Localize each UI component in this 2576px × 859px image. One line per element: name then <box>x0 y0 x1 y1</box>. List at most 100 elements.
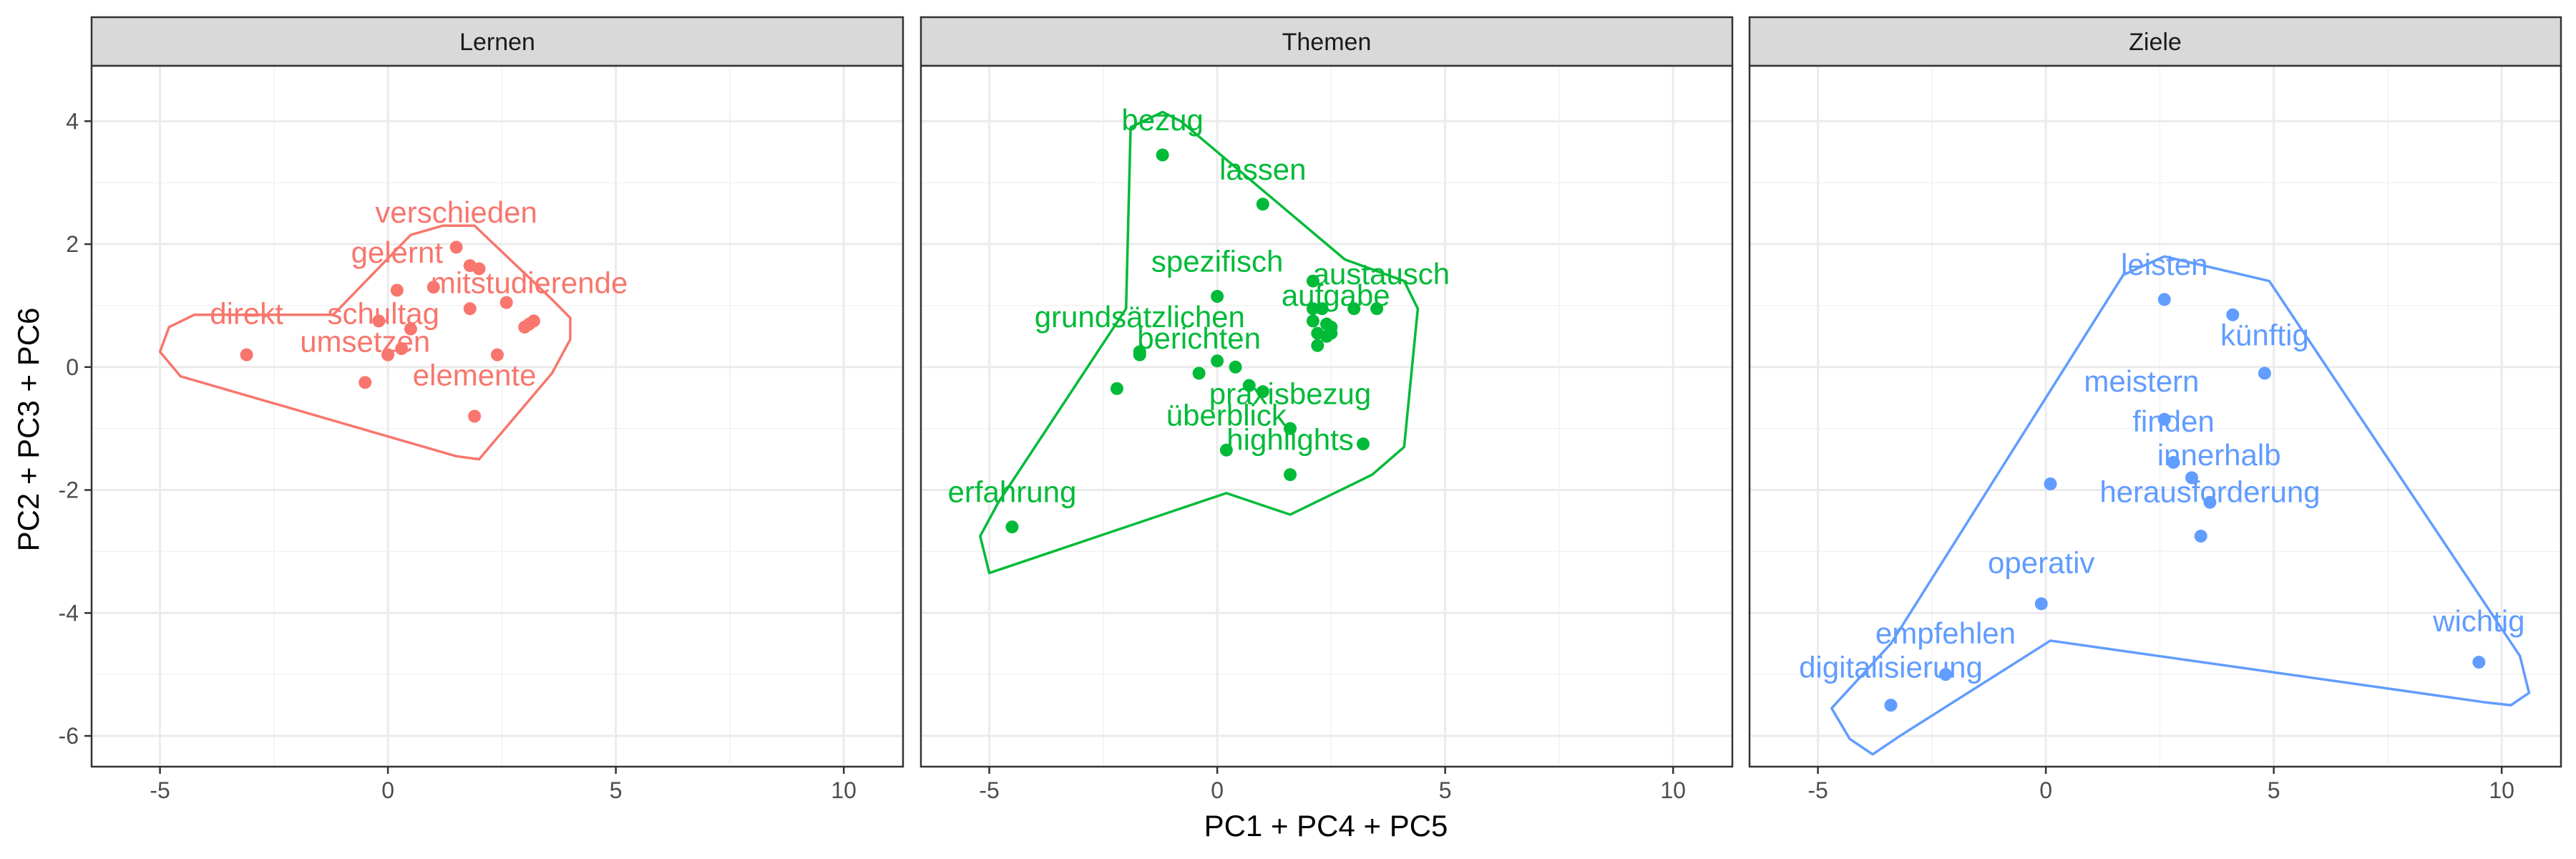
data-point <box>2044 477 2057 490</box>
data-point <box>449 241 463 254</box>
data-point <box>1156 148 1169 162</box>
data-point <box>395 342 409 356</box>
cluster-hull <box>158 224 572 461</box>
data-point <box>2226 308 2240 321</box>
point-label: künftig <box>2220 319 2309 352</box>
data-point <box>1311 339 1324 352</box>
data-point <box>1284 422 1297 435</box>
y-tick-label: -6 <box>59 723 79 749</box>
point-label: umsetzen <box>300 324 430 358</box>
y-tick-label: 0 <box>66 354 79 380</box>
point-label: austausch <box>1313 257 1450 291</box>
y-tick-label: 2 <box>66 231 79 257</box>
panel-border <box>90 64 904 768</box>
facet-strip-label: Themen <box>1282 29 1372 56</box>
panel-background <box>92 66 903 767</box>
facet-panel: Themen bezug lassen spezifisch austauschaufg… <box>919 16 1734 803</box>
facet-strip <box>90 16 904 67</box>
data-point <box>491 348 504 361</box>
data-point <box>2157 412 2171 426</box>
data-point <box>1884 699 1898 712</box>
facet-strip-label: Ziele <box>2129 29 2182 56</box>
point-label: leisten <box>2121 248 2207 281</box>
data-point <box>1347 302 1361 316</box>
data-point <box>381 348 395 361</box>
data-point <box>527 314 540 328</box>
data-point <box>1211 354 1224 368</box>
facet-strip <box>919 16 1734 67</box>
x-tick-label: 0 <box>2039 777 2052 803</box>
x-axis-title: PC1 + PC4 + PC5 <box>1204 809 1448 843</box>
point-label: verschieden <box>375 195 537 229</box>
y-tick-label: 4 <box>66 108 79 134</box>
data-point <box>472 262 486 276</box>
data-point <box>2034 597 2048 611</box>
point-label: mitstudierende <box>431 266 628 300</box>
data-point <box>518 320 532 334</box>
data-point <box>1256 198 1269 211</box>
data-point <box>240 348 253 361</box>
point-label: wichtig <box>2432 604 2524 638</box>
y-tick-label: -2 <box>59 477 79 503</box>
point-label: praxisbezug <box>1209 377 1371 410</box>
x-tick-label: 5 <box>2268 777 2280 803</box>
point-label: berichten <box>1137 321 1261 355</box>
y-tick-label: -4 <box>59 600 79 626</box>
data-point <box>1229 360 1242 374</box>
x-tick-label: 0 <box>1211 777 1224 803</box>
data-point <box>1192 367 1206 380</box>
data-point <box>1306 314 1319 328</box>
data-point <box>390 283 404 297</box>
x-tick-label: 5 <box>610 777 623 803</box>
x-tick-label: -5 <box>150 777 170 803</box>
data-point <box>1110 382 1123 395</box>
y-axis-title: PC2 + PC3 + PC6 <box>11 308 45 552</box>
data-point <box>2203 495 2217 509</box>
data-point <box>372 314 386 328</box>
panel-background <box>921 66 1732 767</box>
data-point <box>1219 443 1233 457</box>
point-label: spezifisch <box>1151 245 1283 278</box>
x-tick-label: 10 <box>2489 777 2514 803</box>
data-point <box>1320 329 1333 343</box>
data-point <box>1133 345 1146 359</box>
y-axis: 4 2 0 -2 -4 -6 <box>59 108 92 749</box>
point-label: schultag <box>328 297 439 331</box>
panel-border <box>919 64 1734 768</box>
data-point <box>1356 437 1370 451</box>
data-point <box>468 409 482 423</box>
panel-border <box>1748 64 2562 768</box>
x-tick-label: 10 <box>1660 777 1686 803</box>
point-label: innerhalb <box>2157 438 2281 472</box>
x-tick-label: 0 <box>381 777 394 803</box>
point-label: gelernt <box>351 236 444 269</box>
data-point <box>1370 302 1384 316</box>
data-point <box>1938 668 1952 681</box>
facet-panel: Ziele leisten künftig meistern findeninnerha… <box>1748 16 2562 803</box>
data-point <box>2258 367 2271 380</box>
data-point <box>1242 379 1256 392</box>
point-label: lassen <box>1219 152 1306 186</box>
data-point <box>1306 302 1319 316</box>
x-tick-label: 10 <box>831 777 857 803</box>
data-point <box>499 296 513 309</box>
facet-strip-label: Lernen <box>459 29 535 56</box>
point-label: überblick <box>1166 398 1287 432</box>
point-label: empfehlen <box>1875 616 2016 650</box>
x-tick-label: -5 <box>1807 777 1828 803</box>
point-label: grundsätzlichen <box>1035 300 1245 334</box>
facet-strip <box>1748 16 2562 67</box>
data-point <box>404 322 417 336</box>
point-label: direkt <box>210 297 283 331</box>
x-tick-label: -5 <box>979 777 999 803</box>
data-point <box>1256 385 1269 399</box>
data-point <box>1306 274 1319 288</box>
data-point <box>1211 290 1224 304</box>
point-label: finden <box>2132 404 2214 438</box>
point-label: digitalisierung <box>1799 650 1983 684</box>
point-label: operativ <box>1988 545 2094 579</box>
data-point <box>426 281 440 294</box>
